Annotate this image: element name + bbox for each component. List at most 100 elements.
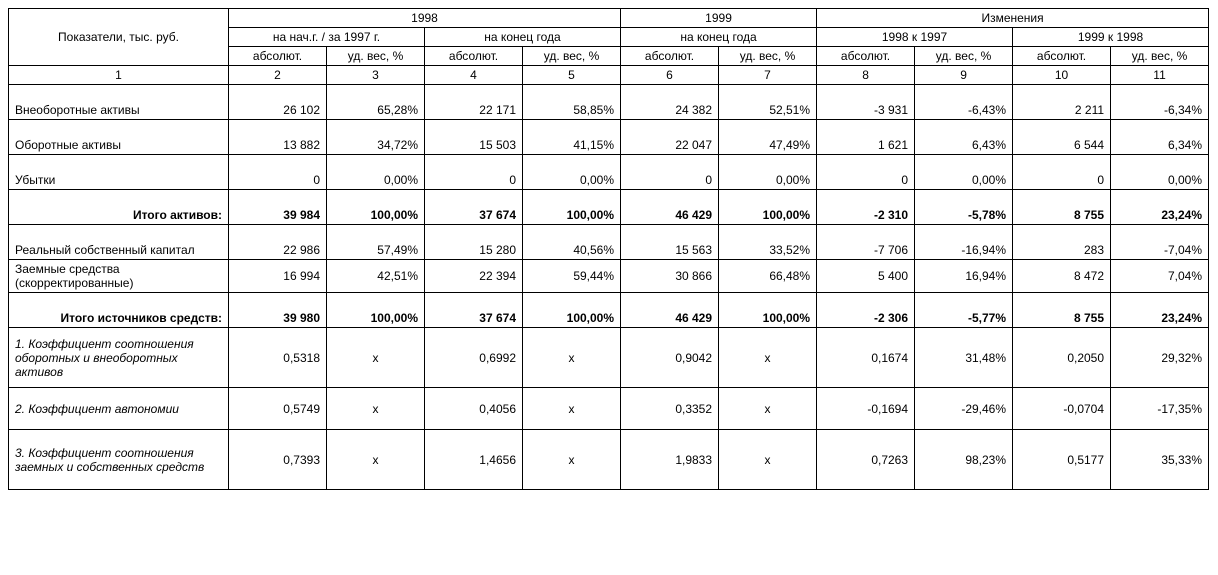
cell: 1,4656 bbox=[425, 430, 523, 490]
header-udves-3: уд. вес, % bbox=[327, 47, 425, 66]
cell: -7,04% bbox=[1111, 225, 1209, 260]
row-coef3: 3. Коэффициент соотношения заемных и соб… bbox=[9, 430, 1209, 490]
cell: 1,9833 bbox=[621, 430, 719, 490]
cell: 31,48% bbox=[915, 328, 1013, 388]
cell: x bbox=[523, 388, 621, 430]
cell: 35,33% bbox=[1111, 430, 1209, 490]
cell: 100,00% bbox=[719, 190, 817, 225]
cell: x bbox=[523, 328, 621, 388]
cell: -0,1694 bbox=[817, 388, 915, 430]
row-losses: Убытки 0 0,00% 0 0,00% 0 0,00% 0 0,00% 0… bbox=[9, 155, 1209, 190]
colnum-8: 8 bbox=[817, 66, 915, 85]
cell: 2 211 bbox=[1013, 85, 1111, 120]
cell: 52,51% bbox=[719, 85, 817, 120]
cell: 15 503 bbox=[425, 120, 523, 155]
cell: 8 755 bbox=[1013, 293, 1111, 328]
row-noncurrent-assets: Внеоборотные активы 26 102 65,28% 22 171… bbox=[9, 85, 1209, 120]
header-end-year-1999: на конец года bbox=[621, 28, 817, 47]
header-end-year-1998: на конец года bbox=[425, 28, 621, 47]
cell: 0,7263 bbox=[817, 430, 915, 490]
cell: x bbox=[719, 328, 817, 388]
row-current-assets: Оборотные активы 13 882 34,72% 15 503 41… bbox=[9, 120, 1209, 155]
cell: 0 bbox=[1013, 155, 1111, 190]
cell: 98,23% bbox=[915, 430, 1013, 490]
cell: 59,44% bbox=[523, 260, 621, 293]
cell: 23,24% bbox=[1111, 293, 1209, 328]
cell: 37 674 bbox=[425, 293, 523, 328]
cell: 0,4056 bbox=[425, 388, 523, 430]
cell: 8 755 bbox=[1013, 190, 1111, 225]
row-total-assets: Итого активов: 39 984 100,00% 37 674 100… bbox=[9, 190, 1209, 225]
cell: -0,0704 bbox=[1013, 388, 1111, 430]
cell: 15 280 bbox=[425, 225, 523, 260]
cell: 39 980 bbox=[229, 293, 327, 328]
row-borrowed: Заемные средства (скорректированные) 16 … bbox=[9, 260, 1209, 293]
cell: 46 429 bbox=[621, 293, 719, 328]
cell: -6,43% bbox=[915, 85, 1013, 120]
header-abs-2: абсолют. bbox=[229, 47, 327, 66]
cell: 22 394 bbox=[425, 260, 523, 293]
header-udves-5: уд. вес, % bbox=[523, 47, 621, 66]
cell: x bbox=[523, 430, 621, 490]
cell: 37 674 bbox=[425, 190, 523, 225]
header-begin-1997: на нач.г. / за 1997 г. bbox=[229, 28, 425, 47]
cell: 283 bbox=[1013, 225, 1111, 260]
header-indicator: Показатели, тыс. руб. bbox=[9, 9, 229, 66]
cell: 0 bbox=[425, 155, 523, 190]
cell: 0,6992 bbox=[425, 328, 523, 388]
cell: x bbox=[719, 388, 817, 430]
cell: 42,51% bbox=[327, 260, 425, 293]
cell: 23,24% bbox=[1111, 190, 1209, 225]
cell: 15 563 bbox=[621, 225, 719, 260]
cell: 100,00% bbox=[523, 190, 621, 225]
cell: -5,78% bbox=[915, 190, 1013, 225]
label-total-sources: Итого источников средств: bbox=[9, 293, 229, 328]
cell: -6,34% bbox=[1111, 85, 1209, 120]
cell: -17,35% bbox=[1111, 388, 1209, 430]
label-losses: Убытки bbox=[9, 155, 229, 190]
header-abs-6: абсолют. bbox=[621, 47, 719, 66]
cell: 22 047 bbox=[621, 120, 719, 155]
cell: 30 866 bbox=[621, 260, 719, 293]
cell: 0,00% bbox=[915, 155, 1013, 190]
cell: -2 310 bbox=[817, 190, 915, 225]
colnum-7: 7 bbox=[719, 66, 817, 85]
cell: 26 102 bbox=[229, 85, 327, 120]
header-abs-4: абсолют. bbox=[425, 47, 523, 66]
header-abs-10: абсолют. bbox=[1013, 47, 1111, 66]
cell: 46 429 bbox=[621, 190, 719, 225]
cell: 22 986 bbox=[229, 225, 327, 260]
label-total-assets: Итого активов: bbox=[9, 190, 229, 225]
cell: 100,00% bbox=[523, 293, 621, 328]
cell: x bbox=[719, 430, 817, 490]
row-coef2: 2. Коэффициент автономии 0,5749 x 0,4056… bbox=[9, 388, 1209, 430]
colnum-9: 9 bbox=[915, 66, 1013, 85]
header-1999: 1999 bbox=[621, 9, 817, 28]
cell: 34,72% bbox=[327, 120, 425, 155]
colnum-2: 2 bbox=[229, 66, 327, 85]
row-real-equity: Реальный собственный капитал 22 986 57,4… bbox=[9, 225, 1209, 260]
cell: 0,1674 bbox=[817, 328, 915, 388]
cell: 6,43% bbox=[915, 120, 1013, 155]
colnum-11: 11 bbox=[1111, 66, 1209, 85]
cell: 33,52% bbox=[719, 225, 817, 260]
cell: 0,7393 bbox=[229, 430, 327, 490]
header-udves-11: уд. вес, % bbox=[1111, 47, 1209, 66]
colnum-1: 1 bbox=[9, 66, 229, 85]
cell: 16,94% bbox=[915, 260, 1013, 293]
label-noncurrent: Внеоборотные активы bbox=[9, 85, 229, 120]
cell: 66,48% bbox=[719, 260, 817, 293]
label-borrowed: Заемные средства (скорректированные) bbox=[9, 260, 229, 293]
cell: -29,46% bbox=[915, 388, 1013, 430]
cell: -3 931 bbox=[817, 85, 915, 120]
cell: 13 882 bbox=[229, 120, 327, 155]
cell: -5,77% bbox=[915, 293, 1013, 328]
cell: 0,2050 bbox=[1013, 328, 1111, 388]
label-real-equity: Реальный собственный капитал bbox=[9, 225, 229, 260]
row-coef1: 1. Коэффициент соотношения оборотных и в… bbox=[9, 328, 1209, 388]
header-udves-7: уд. вес, % bbox=[719, 47, 817, 66]
cell: 100,00% bbox=[327, 190, 425, 225]
header-1998-to-1997: 1998 к 1997 bbox=[817, 28, 1013, 47]
cell: 0 bbox=[817, 155, 915, 190]
label-coef1: 1. Коэффициент соотношения оборотных и в… bbox=[9, 328, 229, 388]
